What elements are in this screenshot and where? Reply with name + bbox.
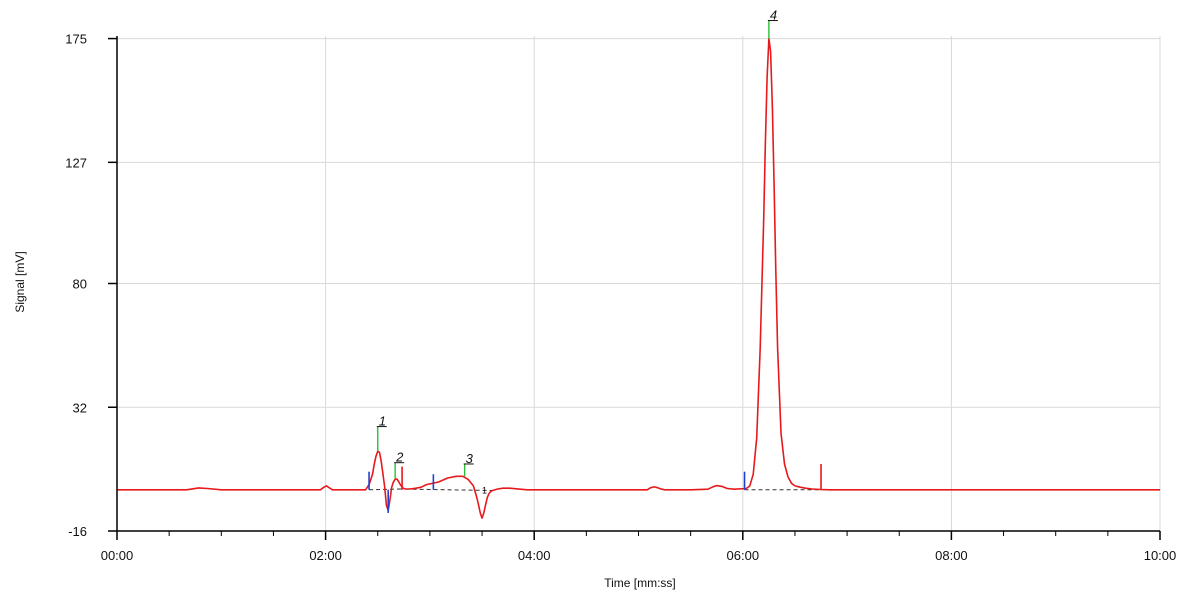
peak-label: 3 <box>466 451 474 466</box>
axis-labels: 00:00 02:00 04:00 06:00 08:00 10:00-163280127… <box>65 32 1176 563</box>
peak-label: 1 <box>379 414 386 429</box>
baseline-end-label: 1 <box>482 486 487 496</box>
axes <box>108 36 1161 540</box>
y-tick-label: -16 <box>68 524 87 539</box>
grid <box>117 36 1161 532</box>
integration-baselines: 1 <box>369 486 823 496</box>
peak-annotations: 1 2 3 4 <box>376 8 778 479</box>
peak-label: 2 <box>395 450 404 465</box>
y-tick-label: 32 <box>73 400 87 415</box>
y-tick-label: 80 <box>73 277 87 292</box>
x-tick-label: 02:00 <box>309 548 342 563</box>
x-tick-label: 00:00 <box>101 548 134 563</box>
x-tick-label: 08:00 <box>935 548 968 563</box>
y-tick-label: 127 <box>65 155 87 170</box>
y-axis-title: Signal [mV] <box>13 251 27 312</box>
x-tick-label: 04:00 <box>518 548 551 563</box>
y-tick-label: 175 <box>65 32 87 47</box>
signal-series-line <box>117 37 1160 519</box>
peak-label: 4 <box>770 8 777 23</box>
x-tick-label: 06:00 <box>727 548 760 563</box>
baseline-segment <box>398 488 495 492</box>
signal-trace <box>117 37 1160 519</box>
x-axis-title: Time [mm:ss] <box>604 576 676 590</box>
integration-markers <box>368 463 822 513</box>
x-tick-label: 10:00 <box>1144 548 1177 563</box>
